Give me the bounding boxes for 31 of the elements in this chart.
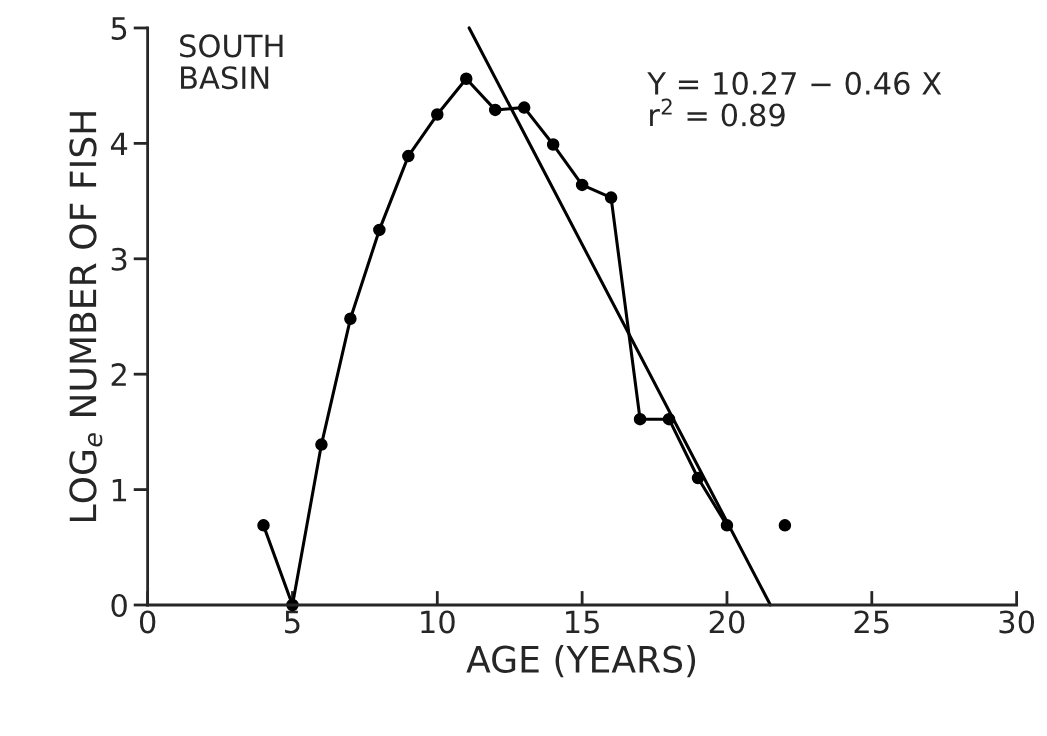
annotation: Y = 10.27 − 0.46 X r$^{2}$ = 0.89 <box>647 71 942 127</box>
x-tick-label: 10 <box>421 610 455 634</box>
x-tick-label: 0 <box>139 610 156 634</box>
point <box>402 149 415 163</box>
x-tick-label: 20 <box>709 610 745 634</box>
y-tick-label: 0 <box>111 593 127 618</box>
x-tick-label: 15 <box>566 610 599 634</box>
y-tick-label: 1 <box>112 478 127 502</box>
point <box>431 108 444 121</box>
point <box>633 412 647 426</box>
point <box>575 178 589 192</box>
y-tick-label: 5 <box>111 17 127 41</box>
x-tick-label: 5 <box>285 610 300 634</box>
x-axis-title: AGE (YEARS) <box>466 645 696 678</box>
point <box>604 191 618 204</box>
x-tick-label: 25 <box>854 610 889 634</box>
y-tick-label: 3 <box>111 247 127 271</box>
point <box>517 101 531 114</box>
x-tick-label: 30 <box>999 610 1035 634</box>
point <box>488 103 502 117</box>
point <box>257 519 270 532</box>
point <box>546 138 560 151</box>
point <box>315 438 328 451</box>
point <box>778 519 792 532</box>
y-axis-title: LOG$_{e}$ NUMBER OF FISH <box>69 112 103 521</box>
y-tick-label: 4 <box>110 132 128 155</box>
annotation: SOUTH BASIN <box>180 34 283 90</box>
point <box>460 72 473 85</box>
point <box>373 223 386 237</box>
point <box>344 312 357 326</box>
y-tick-label: 2 <box>111 363 126 386</box>
